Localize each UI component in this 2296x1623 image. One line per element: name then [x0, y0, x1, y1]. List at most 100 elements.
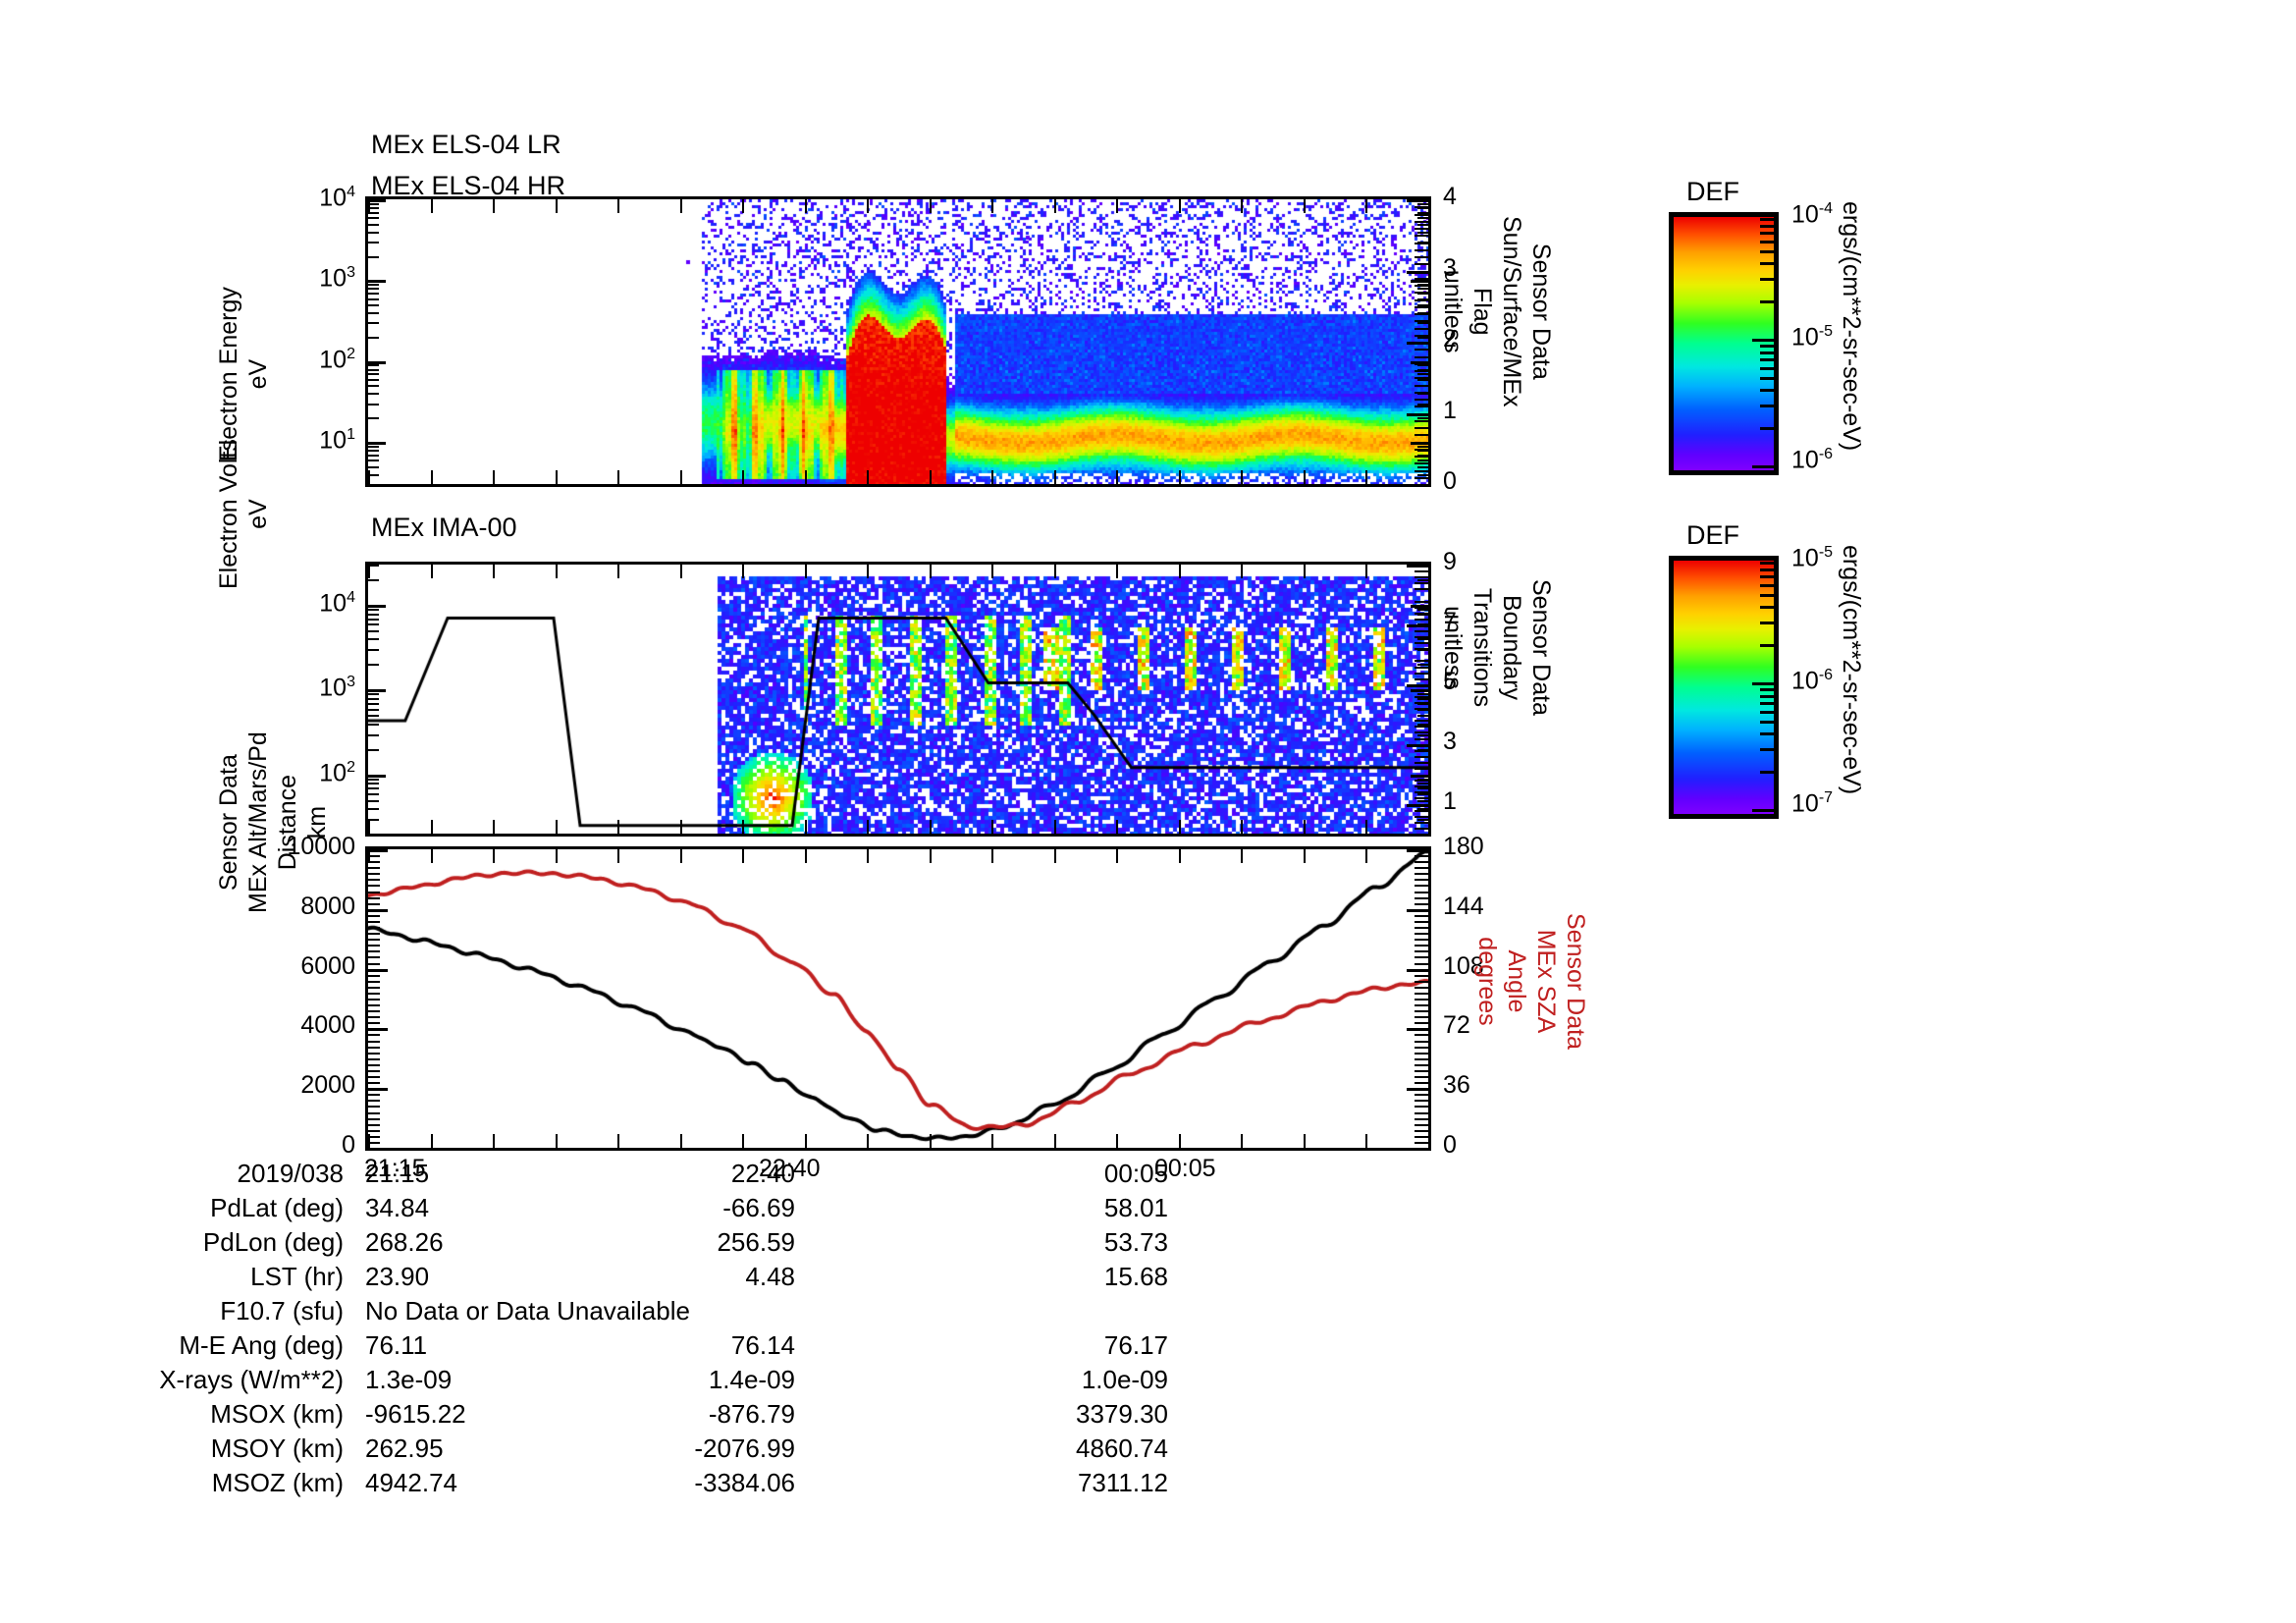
colorbar1-gradient [1669, 212, 1779, 475]
panel3-rtick-minor [1415, 1112, 1428, 1114]
colorbar-tick [1752, 339, 1774, 342]
ytick-minor [368, 242, 379, 243]
panel2-rtick [1407, 744, 1428, 747]
xtick [431, 565, 433, 578]
panel2-ytick-3: 103 [319, 674, 355, 702]
xtick [930, 199, 932, 213]
panel3-left-label-line-3: km [303, 805, 331, 839]
colorbar-tick [1760, 562, 1774, 565]
panel1-rtick-minor [1415, 256, 1428, 258]
panel2-rtick-minor [1415, 619, 1428, 621]
xtick [742, 849, 744, 863]
ytick-major [1411, 361, 1428, 364]
panel2-rtick-minor [1415, 613, 1428, 615]
colorbar-tick [1760, 711, 1774, 714]
panel3-ltick-minor [368, 1082, 380, 1084]
panel2-right-label-line-3: unitless [1439, 606, 1467, 689]
ytick-minor [368, 212, 379, 214]
xtick [680, 1134, 682, 1148]
panel3-rtick-minor [1415, 1064, 1428, 1066]
ytick-minor [1417, 373, 1428, 375]
table-row-key: X-rays (W/m**2) [159, 1365, 344, 1394]
ytick-minor [1417, 203, 1428, 205]
panel2-rtick-minor [1415, 673, 1428, 675]
panel3-rtick-minor [1415, 1082, 1428, 1084]
panel1-rtick [1407, 342, 1428, 345]
panel1-rtick-minor [1415, 406, 1428, 407]
panel3-ltick-minor [368, 933, 380, 935]
panel3-rtick-minor [1415, 1076, 1428, 1078]
ytick-minor [1417, 709, 1428, 711]
panel1-rtick-minor [1415, 299, 1428, 301]
panel1-rtick-minor [1415, 328, 1428, 330]
panel3-rtick-minor [1415, 1106, 1428, 1108]
ytick-minor [368, 630, 379, 632]
panel2-rtick-minor [1415, 791, 1428, 793]
xtick [556, 1134, 558, 1148]
panel2-rtick-minor [1415, 797, 1428, 799]
panel1-rtick-minor [1415, 349, 1428, 351]
ytick-minor [368, 312, 379, 314]
panel1-rtick-minor [1415, 278, 1428, 280]
colorbar2-min-mantissa: 10 [1791, 789, 1819, 818]
panel3-rtick-minor [1415, 921, 1428, 923]
panel2-rtick-minor [1415, 576, 1428, 578]
panel1-rtick-minor [1415, 263, 1428, 265]
ytick-minor [1417, 232, 1428, 234]
panel2-ytick-2: 102 [319, 759, 355, 787]
colorbar1-unit: ergs/(cm**2-sr-sec-eV) [1838, 201, 1865, 452]
panel1-rtick-minor [1415, 370, 1428, 372]
table-row-key: M-E Ang (deg) [179, 1330, 344, 1360]
ytick-major [368, 199, 386, 202]
panel1-rtick-minor [1415, 356, 1428, 358]
xtick [368, 565, 370, 578]
colorbar1-min-exp: -6 [1818, 446, 1834, 462]
panel1-rtick-minor [1415, 377, 1428, 379]
panel3-ltick-minor [368, 950, 380, 952]
xtick [1116, 565, 1118, 578]
ytick-minor [368, 724, 379, 726]
panel3-rtick-minor [1415, 1041, 1428, 1043]
colorbar-tick [1760, 225, 1774, 228]
panel3-ltick-label-0: 10000 [287, 833, 355, 860]
panel3-rtick-minor [1415, 1070, 1428, 1072]
table-row-key: 2019/038 [237, 1159, 344, 1188]
panel3-rtick-minor [1415, 1094, 1428, 1096]
xtick [991, 565, 993, 578]
panel3-ltick [368, 1148, 388, 1151]
ytick-minor [368, 466, 379, 468]
xtick [1365, 820, 1367, 834]
xtick [1241, 199, 1243, 213]
xtick [930, 849, 932, 863]
panel3-ltick-minor [368, 1124, 380, 1126]
ytick-minor [1417, 614, 1428, 616]
xtick [431, 199, 433, 213]
ytick-minor [1417, 734, 1428, 736]
xtick [368, 470, 370, 484]
panel3-ltick-minor [368, 903, 380, 905]
panel2-right-label-line-1: Boundary [1498, 594, 1525, 700]
ytick-minor [368, 417, 379, 419]
xtick [1428, 470, 1430, 484]
xtick [930, 820, 932, 834]
colorbar-tick [1760, 358, 1774, 361]
xtick [368, 1134, 370, 1148]
panel2-ylabel: Electron Volts eV [214, 439, 273, 589]
xtick [680, 565, 682, 578]
ytick-minor [368, 385, 379, 387]
ytick-minor [368, 808, 379, 810]
xtick [1365, 470, 1367, 484]
ytick-minor [1417, 322, 1428, 324]
panel3-ltick [368, 969, 388, 972]
xtick [805, 820, 807, 834]
panel3-ltick-minor [368, 975, 380, 977]
panel1-rtick-minor [1415, 470, 1428, 472]
ytick-minor [1417, 217, 1428, 219]
panel3-ltick-label-4: 2000 [300, 1071, 355, 1099]
colorbar-tick [1760, 568, 1774, 571]
table-row: M-E Ang (deg) 76.11 76.14 76.17 [0, 1328, 1433, 1363]
xtick [867, 565, 869, 578]
panel3-rtick-minor [1415, 999, 1428, 1001]
ytick-minor [1417, 579, 1428, 581]
panel1-rtick-minor [1415, 335, 1428, 337]
